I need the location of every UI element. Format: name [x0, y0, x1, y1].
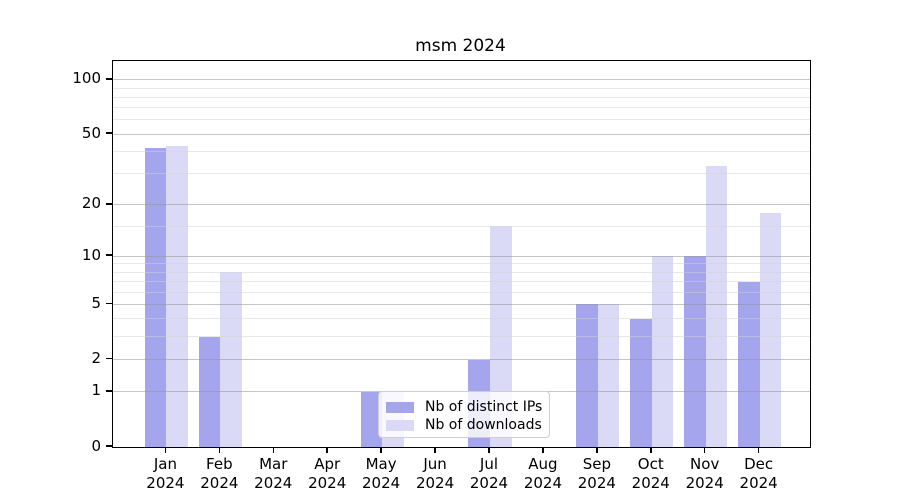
y-axis-tick-label: 10 — [81, 245, 101, 264]
x-tick-mark-sep — [596, 447, 598, 453]
gridline-15 — [113, 225, 810, 227]
legend-label-distinct-ips: Nb of distinct IPs — [425, 399, 543, 415]
x-tick-mark-dec — [757, 447, 760, 453]
x-tick-mark-jun — [434, 447, 436, 453]
x-tick-mark-may — [380, 447, 382, 453]
bar-downloads-sep — [597, 304, 620, 447]
y-tick-mark-10 — [106, 254, 112, 256]
gridline-10 — [113, 255, 810, 257]
x-axis-tick-label: Sep 2024 — [577, 455, 616, 492]
bar-distinct-ips-oct — [630, 318, 652, 447]
y-tick-mark-0 — [106, 445, 112, 447]
bar-downloads-nov — [705, 166, 728, 447]
gridline-70 — [113, 107, 810, 109]
gridline-4 — [113, 318, 810, 320]
x-axis-tick-label: Jul 2024 — [469, 455, 509, 492]
x-axis-tick-label: Oct 2024 — [631, 455, 670, 492]
bar-distinct-ips-may — [360, 391, 383, 447]
y-tick-mark-20 — [106, 203, 112, 205]
x-tick-mark-nov — [703, 447, 706, 453]
x-tick-mark-oct — [650, 447, 652, 453]
bar-distinct-ips-dec — [738, 281, 760, 447]
bar-downloads-jan — [166, 145, 188, 447]
y-tick-mark-100 — [106, 78, 112, 80]
chart-title: msm 2024 — [415, 36, 506, 56]
x-axis-tick-label: Nov 2024 — [685, 455, 724, 492]
x-axis-tick-label: Feb 2024 — [200, 455, 239, 492]
x-axis-tick-label: Jun 2024 — [415, 455, 455, 492]
bar-downloads-oct — [651, 256, 674, 447]
legend-swatch-downloads — [386, 419, 414, 431]
gridline-30 — [113, 173, 810, 175]
x-axis-tick-label: Apr 2024 — [308, 455, 347, 492]
legend-item: Nb of distinct IPs — [386, 398, 543, 416]
y-tick-mark-1 — [106, 390, 112, 392]
gridline-3 — [113, 336, 810, 338]
x-axis-tick-label: May 2024 — [362, 455, 401, 492]
y-axis-tick-label: 50 — [81, 123, 101, 142]
gridline-20 — [113, 204, 810, 206]
y-axis-tick-label: 5 — [91, 293, 101, 312]
x-tick-mark-aug — [542, 447, 544, 453]
gridline-6 — [113, 291, 810, 293]
y-tick-mark-2 — [106, 357, 112, 360]
gridline-5 — [113, 303, 810, 305]
y-tick-mark-50 — [106, 132, 112, 134]
gridline-40 — [113, 151, 810, 153]
legend-label-downloads: Nb of downloads — [425, 417, 542, 433]
y-axis-tick-label: 20 — [81, 194, 101, 213]
y-axis-tick-label: 0 — [91, 436, 101, 455]
plot-area — [112, 60, 811, 448]
gridline-9 — [113, 263, 810, 265]
bar-distinct-ips-nov — [684, 256, 706, 447]
x-axis-tick-label: Dec 2024 — [739, 455, 778, 492]
gridline-8 — [113, 271, 810, 273]
gridline-80 — [113, 96, 810, 98]
x-tick-mark-apr — [326, 447, 328, 453]
y-axis-tick-label: 1 — [91, 381, 101, 400]
legend: Nb of distinct IPs Nb of downloads — [378, 391, 550, 438]
y-axis-tick-label: 2 — [91, 349, 101, 368]
bar-downloads-dec — [759, 212, 782, 447]
gridline-50 — [113, 133, 810, 135]
bar-distinct-ips-jan — [144, 147, 167, 447]
gridline-100 — [113, 79, 810, 81]
x-tick-mark-feb — [218, 447, 221, 453]
x-tick-mark-jul — [488, 447, 490, 453]
x-axis-tick-label: Mar 2024 — [254, 455, 293, 492]
gridline-2 — [113, 359, 810, 361]
x-tick-mark-jan — [164, 447, 167, 453]
gridline-90 — [113, 87, 810, 89]
gridline-7 — [113, 281, 810, 283]
y-tick-mark-5 — [106, 302, 112, 305]
bar-distinct-ips-sep — [576, 304, 598, 447]
x-axis-tick-label: Aug 2024 — [523, 455, 562, 492]
gridline-60 — [113, 119, 810, 121]
y-axis-tick-label: 100 — [72, 69, 101, 88]
x-tick-mark-mar — [272, 447, 274, 453]
legend-swatch-distinct-ips — [386, 401, 414, 413]
legend-item: Nb of downloads — [386, 416, 542, 434]
x-axis-tick-label: Jan 2024 — [146, 455, 185, 492]
